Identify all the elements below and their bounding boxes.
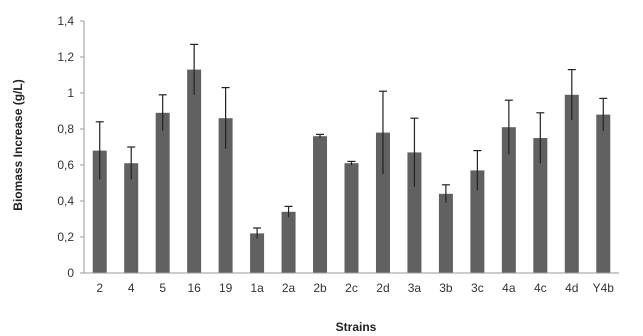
x-tick-label: 19 (219, 281, 233, 295)
bar-3c (470, 170, 485, 273)
error-bar-4 (127, 146, 136, 180)
x-tick-label: 4d (565, 281, 578, 295)
x-tick-label: 2 (96, 281, 103, 295)
bar-16 (187, 69, 202, 273)
bar-4 (124, 163, 139, 273)
error-bar-2d (378, 90, 387, 174)
x-tick-label: 2d (376, 281, 389, 295)
error-bar-2 (95, 121, 104, 180)
error-bar-2c (347, 160, 356, 165)
x-tick-label: 3b (439, 281, 453, 295)
y-tick-label: 0,2 (57, 230, 74, 244)
error-bar-4a (504, 99, 513, 155)
bar-4a (501, 127, 516, 273)
x-tick-label: 16 (187, 281, 201, 295)
x-tick-label: 2c (345, 281, 358, 295)
bar-2 (92, 150, 107, 273)
bar-4c (533, 138, 548, 273)
error-bar-4c (536, 112, 545, 164)
error-bar-2a (284, 205, 293, 218)
x-tick-label: 4a (502, 281, 516, 295)
error-bar-5 (158, 94, 167, 131)
bar-3b (438, 193, 453, 273)
x-tick-label: Y4b (593, 281, 615, 295)
y-tick-label: 0,6 (57, 158, 74, 172)
x-tick-label: 4 (128, 281, 135, 295)
y-axis-ticks: 0 0,2 0,4 0,6 0,8 1 1,2 1,4 (57, 14, 84, 280)
y-tick-label: 0,4 (57, 194, 74, 208)
error-bar-19 (221, 86, 230, 149)
x-tick-label: 3a (408, 281, 422, 295)
error-bars (95, 43, 608, 239)
x-tick-label: 2a (282, 281, 296, 295)
y-tick-label: 0,8 (57, 122, 74, 136)
bar-2b (313, 136, 328, 273)
y-tick-label: 1,4 (57, 14, 74, 28)
x-axis-title: Strains (336, 320, 377, 334)
y-axis-title: Biomass Increase (g/L) (11, 79, 25, 210)
error-bar-3b (441, 184, 450, 203)
error-bar-2b (316, 133, 325, 138)
error-bar-4d (567, 68, 576, 120)
x-tick-label: 1a (250, 281, 264, 295)
error-bar-3c (473, 150, 482, 191)
x-axis-ticks: 2 4 5 16 19 1a 2a 2b 2c 2d 3a 3b 3c 4a 4c 4d Y4b (96, 281, 614, 295)
bar-Y4b (596, 114, 611, 273)
y-tick-label: 1 (67, 86, 74, 100)
x-tick-label: 5 (159, 281, 166, 295)
error-bar-Y4b (599, 97, 608, 131)
bar-3a (407, 152, 422, 273)
y-tick-label: 1,2 (57, 50, 74, 64)
bar-4d (564, 94, 579, 273)
x-tick-label: 4c (534, 281, 547, 295)
error-bar-16 (190, 43, 199, 95)
bar-2d (375, 132, 390, 273)
bars (92, 69, 611, 273)
bar-1a (250, 233, 265, 273)
bar-2c (344, 163, 359, 273)
y-tick-label: 0 (67, 266, 74, 280)
bar-19 (218, 118, 233, 273)
error-bar-3a (410, 117, 419, 187)
error-bar-1a (253, 227, 262, 239)
bar-5 (155, 112, 170, 273)
x-tick-label: 3c (471, 281, 484, 295)
bar-2a (281, 211, 296, 273)
x-tick-label: 2b (313, 281, 327, 295)
